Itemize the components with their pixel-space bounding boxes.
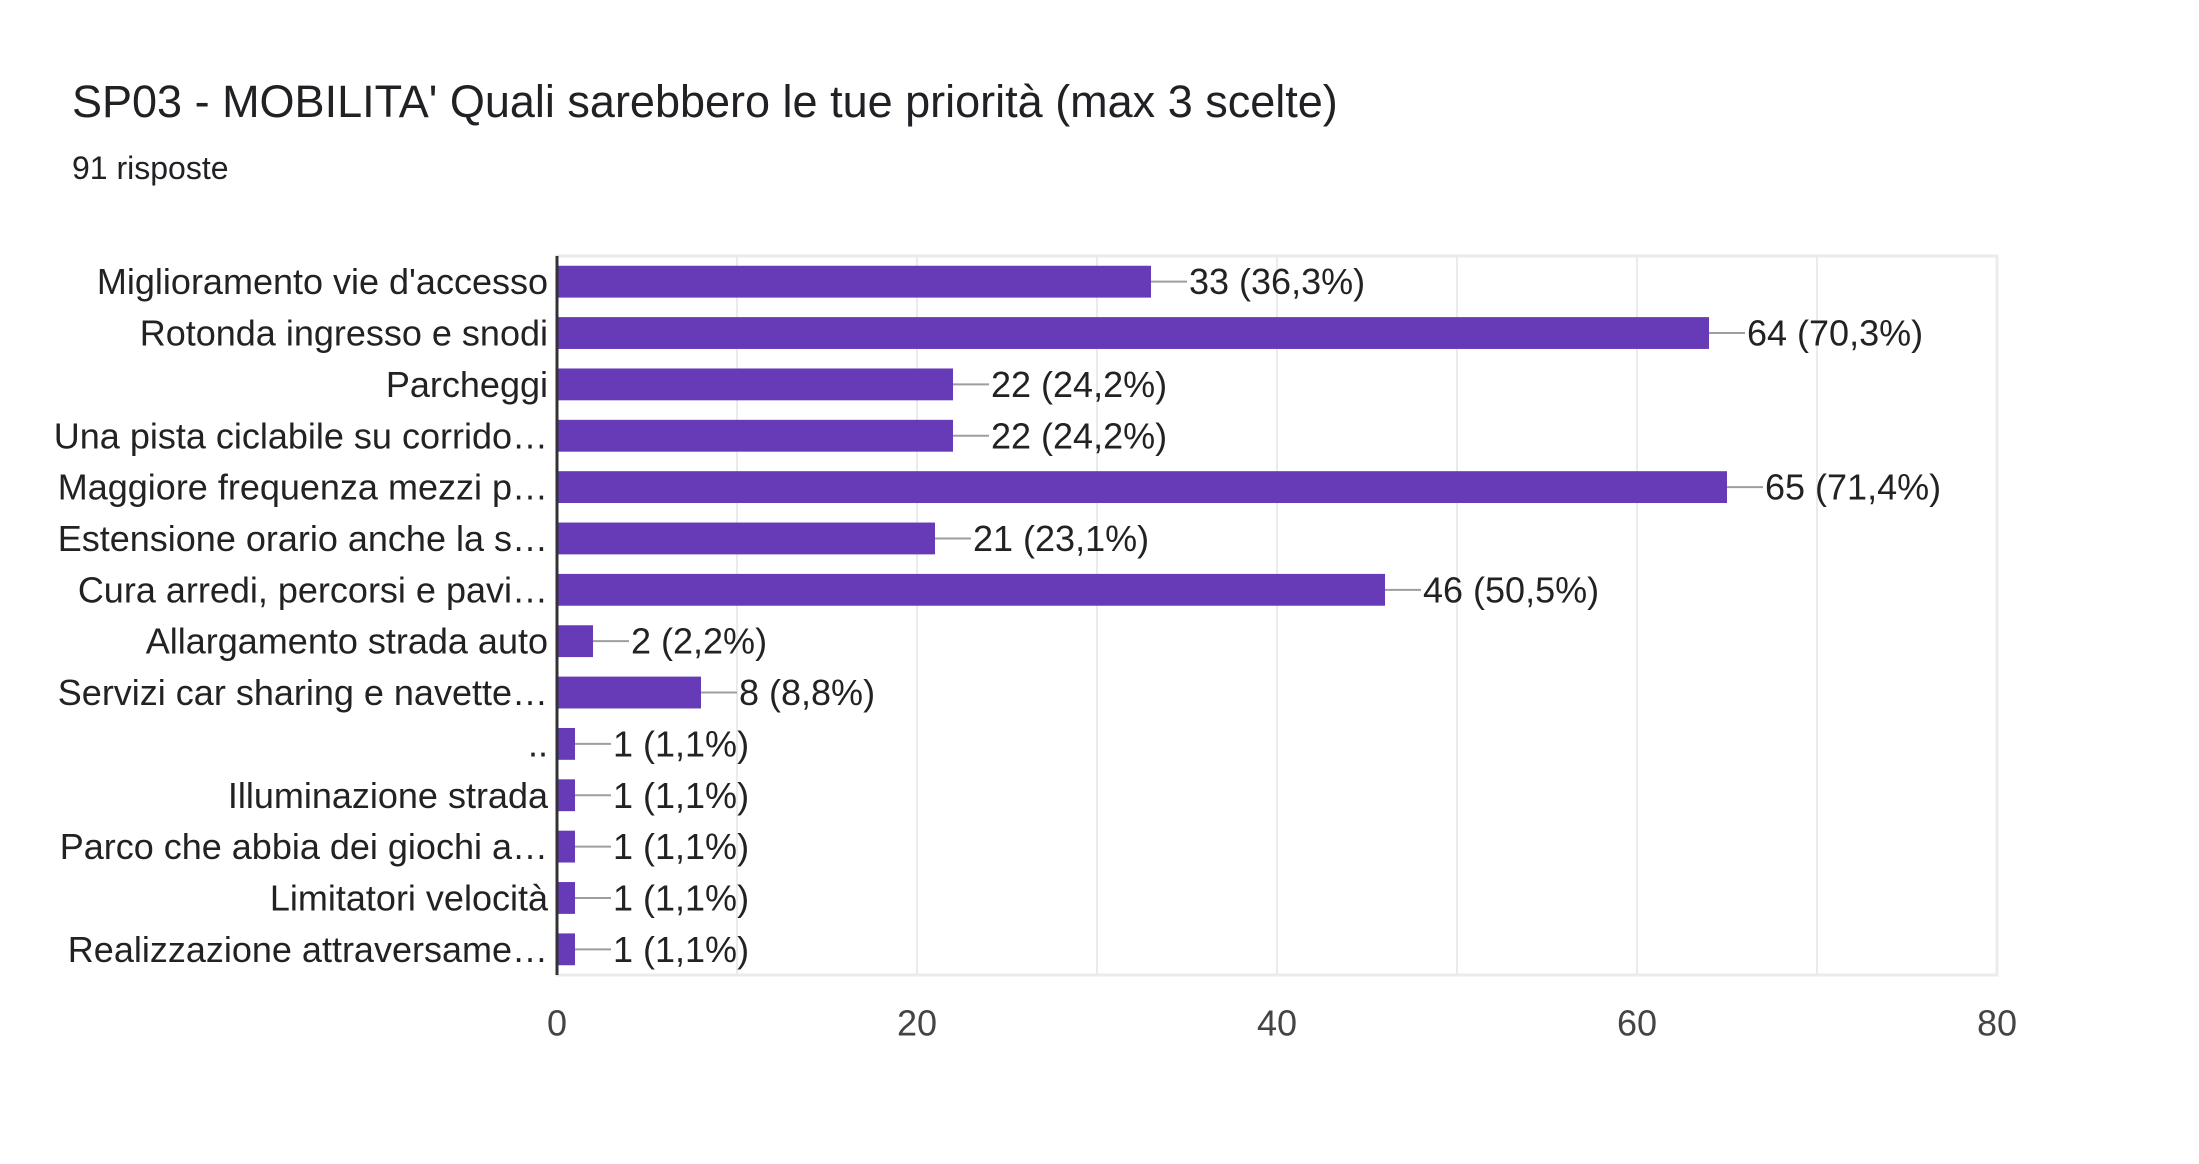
bar <box>557 522 935 555</box>
category-label: Rotonda ingresso e snodi <box>140 313 548 354</box>
x-tick-label: 0 <box>547 1003 567 1044</box>
bar <box>557 830 575 863</box>
x-tick-label: 20 <box>897 1003 937 1044</box>
bar <box>557 882 575 914</box>
bar <box>557 625 593 658</box>
response-count: 91 risposte <box>72 150 229 186</box>
bar <box>557 368 953 401</box>
data-label: 1 (1,1%) <box>613 877 749 918</box>
category-label: Miglioramento vie d'accesso <box>97 261 548 302</box>
bar <box>557 265 1151 298</box>
category-label: .. <box>528 723 548 764</box>
data-label: 1 (1,1%) <box>613 723 749 764</box>
data-label: 65 (71,4%) <box>1765 467 1941 508</box>
data-label: 46 (50,5%) <box>1423 569 1599 610</box>
category-label: Una pista ciclabile su corrido… <box>54 415 548 456</box>
data-label: 21 (23,1%) <box>973 518 1149 559</box>
category-label: Cura arredi, percorsi e pavi… <box>78 569 548 610</box>
category-label: Estensione orario anche la s… <box>58 518 548 559</box>
category-label: Allargamento strada auto <box>146 621 548 662</box>
bar <box>557 933 575 966</box>
x-tick-label: 80 <box>1977 1003 2017 1044</box>
x-tick-label: 40 <box>1257 1003 1297 1044</box>
x-tick-label: 60 <box>1617 1003 1657 1044</box>
data-label: 22 (24,2%) <box>991 364 1167 405</box>
category-label: Parcheggi <box>386 364 548 405</box>
bar <box>557 471 1727 504</box>
data-label: 8 (8,8%) <box>739 672 875 713</box>
category-label: Maggiore frequenza mezzi p… <box>58 467 548 508</box>
bar <box>557 419 953 452</box>
data-label: 1 (1,1%) <box>613 826 749 867</box>
category-label: Servizi car sharing e navette… <box>58 672 548 713</box>
data-label: 64 (70,3%) <box>1747 313 1923 354</box>
data-label: 33 (36,3%) <box>1189 261 1365 302</box>
category-label: Limitatori velocità <box>270 877 549 918</box>
bar <box>557 573 1385 606</box>
bar <box>557 676 701 709</box>
data-label: 1 (1,1%) <box>613 929 749 970</box>
category-label: Parco che abbia dei giochi a… <box>60 826 548 867</box>
category-label: Realizzazione attraversame… <box>68 929 548 970</box>
bar <box>557 727 575 760</box>
data-label: 22 (24,2%) <box>991 415 1167 456</box>
category-label: Illuminazione strada <box>228 775 549 816</box>
data-label: 1 (1,1%) <box>613 775 749 816</box>
data-label: 2 (2,2%) <box>631 621 767 662</box>
bar <box>557 317 1709 349</box>
bar <box>557 779 575 812</box>
chart-title: SP03 - MOBILITA' Quali sarebbero le tue … <box>72 76 1338 127</box>
